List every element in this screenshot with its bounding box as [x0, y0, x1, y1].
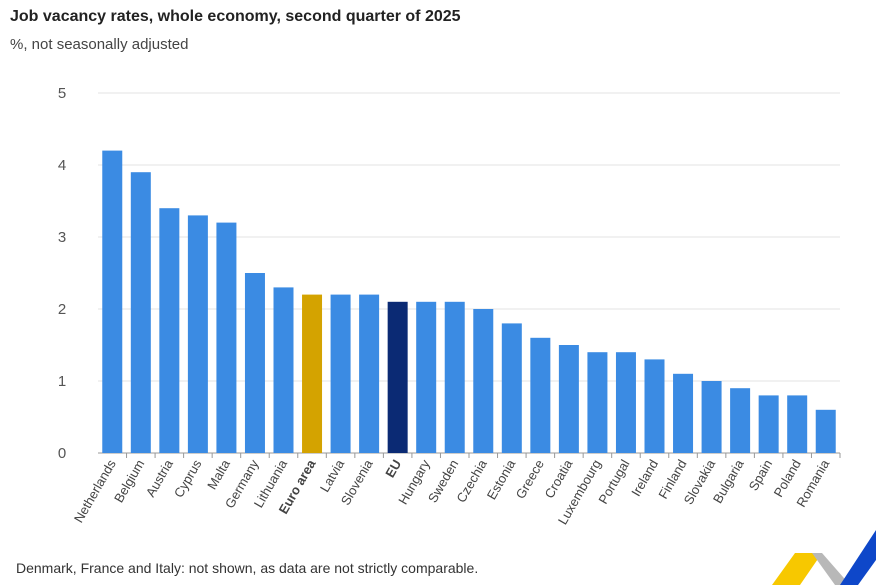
x-tick-label: EU: [382, 457, 404, 480]
bar-estonia: [501, 323, 522, 453]
x-tick-label: Latvia: [317, 456, 348, 494]
bar-slovakia: [701, 381, 722, 453]
chart-footnote: Denmark, France and Italy: not shown, as…: [16, 560, 479, 576]
bar-cyprus: [187, 215, 208, 453]
y-tick-label: 3: [58, 229, 66, 246]
bar-lithuania: [273, 287, 294, 453]
x-tick-label: Spain: [746, 457, 776, 493]
x-tick-label: Cyprus: [171, 457, 205, 501]
bar-czechia: [473, 309, 494, 453]
bar-poland: [787, 395, 808, 453]
bar-croatia: [558, 345, 579, 453]
bar-austria: [159, 208, 180, 453]
bar-luxembourg: [587, 352, 608, 453]
bar-finland: [673, 373, 694, 453]
chart-subtitle: %, not seasonally adjusted: [10, 36, 189, 53]
x-tick-label: Netherlands: [71, 457, 119, 526]
bar-romania: [815, 409, 836, 453]
eurostat-logo: [772, 530, 876, 585]
bar-euro-area: [302, 294, 323, 453]
bar-netherlands: [102, 150, 123, 453]
x-tick-label: Malta: [204, 456, 233, 492]
bar-eu: [387, 301, 408, 453]
y-tick-label: 0: [58, 445, 66, 462]
bar-germany: [244, 273, 265, 453]
bar-spain: [758, 395, 779, 453]
bar-bulgaria: [730, 388, 751, 453]
x-tick-label: Greece: [513, 457, 547, 501]
bar-hungary: [416, 301, 437, 453]
bar-portugal: [615, 352, 636, 453]
y-tick-label: 5: [58, 85, 66, 102]
bar-malta: [216, 222, 237, 453]
bar-belgium: [130, 172, 151, 453]
bar-slovenia: [359, 294, 380, 453]
y-tick-label: 2: [58, 301, 66, 318]
bar-greece: [530, 337, 551, 453]
bar-latvia: [330, 294, 351, 453]
bar-ireland: [644, 359, 665, 453]
chart-title: Job vacancy rates, whole economy, second…: [10, 8, 461, 25]
y-tick-label: 4: [58, 157, 66, 174]
bar-sweden: [444, 301, 465, 453]
y-tick-label: 1: [58, 373, 66, 390]
